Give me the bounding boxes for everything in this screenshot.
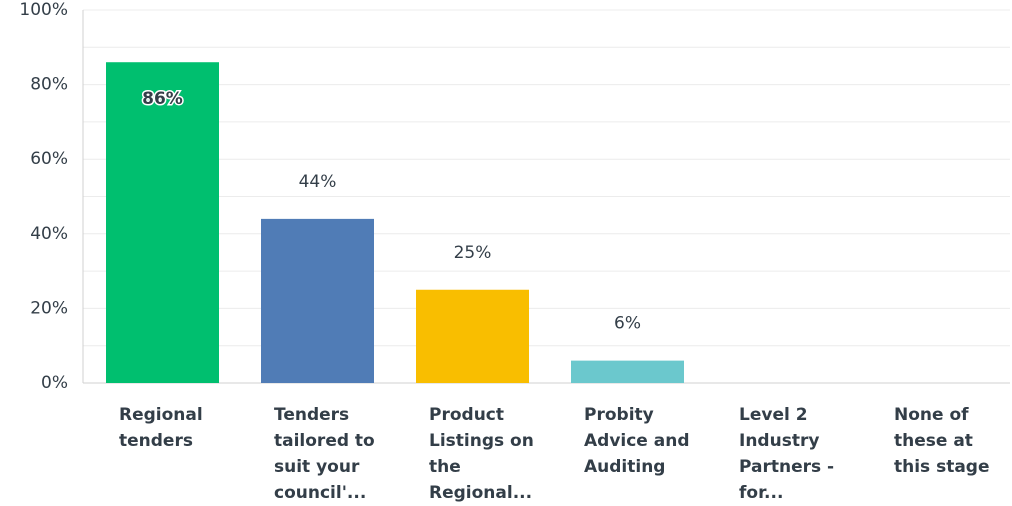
x-tick-label: Tenders tailored to suit your council'..… <box>274 405 375 503</box>
x-tick-label: Probity Advice and Auditing <box>584 405 690 477</box>
value-label: 44% <box>299 172 337 192</box>
x-tick-label: None of these at this stage <box>894 405 990 477</box>
y-tick-label: 20% <box>30 298 68 318</box>
y-tick-label: 100% <box>19 0 68 20</box>
y-tick-label: 60% <box>30 149 68 169</box>
value-label: 25% <box>454 243 492 263</box>
y-tick-label: 0% <box>41 373 68 393</box>
x-tick-label: Level 2 Industry Partners - for... <box>739 405 835 503</box>
bar <box>571 360 684 383</box>
bar <box>416 289 529 383</box>
value-label: 86% <box>142 89 183 109</box>
bar <box>261 218 374 383</box>
y-tick-label: 40% <box>30 224 68 244</box>
bar <box>106 62 219 383</box>
x-tick-label: Product Listings on the Regional... <box>429 405 534 503</box>
value-label: 6% <box>614 314 641 334</box>
x-tick-label: Regional tenders <box>119 405 203 451</box>
y-tick-label: 80% <box>30 75 68 95</box>
